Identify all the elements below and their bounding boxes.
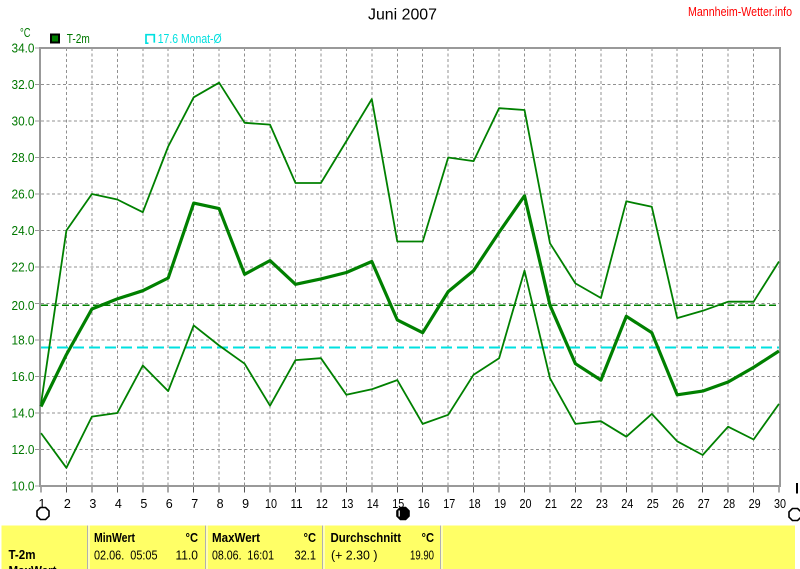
- svg-text:26.0: 26.0: [12, 188, 35, 202]
- svg-text:24.0: 24.0: [12, 224, 35, 238]
- svg-text:30.0: 30.0: [12, 115, 35, 129]
- svg-text:23: 23: [596, 497, 608, 511]
- svg-text:21: 21: [545, 497, 557, 511]
- svg-text:14.0: 14.0: [12, 407, 35, 421]
- svg-text:8: 8: [217, 497, 224, 511]
- svg-text:20: 20: [520, 497, 532, 511]
- svg-text:16.0: 16.0: [12, 370, 35, 384]
- svg-text:11.0: 11.0: [176, 549, 199, 563]
- svg-text:20.0: 20.0: [12, 299, 35, 313]
- svg-text:32.0: 32.0: [12, 78, 35, 92]
- svg-text:MaxWert: MaxWert: [212, 531, 261, 545]
- svg-text:T-2m: T-2m: [67, 31, 90, 46]
- svg-text:32.1: 32.1: [295, 549, 317, 563]
- svg-text:Durchschnitt: Durchschnitt: [331, 531, 402, 545]
- svg-text:30: 30: [774, 497, 786, 511]
- svg-text:4: 4: [115, 497, 122, 511]
- svg-text:22: 22: [570, 497, 582, 511]
- svg-text:5: 5: [140, 497, 147, 511]
- svg-text:°C: °C: [20, 25, 31, 40]
- svg-text:Juni 2007: Juni 2007: [368, 7, 437, 24]
- svg-text:16: 16: [418, 497, 430, 511]
- svg-text:17.6 Monat-Ø: 17.6 Monat-Ø: [158, 31, 222, 46]
- svg-text:10.0: 10.0: [12, 480, 35, 494]
- svg-text:28.0: 28.0: [12, 151, 35, 165]
- svg-text:7: 7: [191, 497, 198, 511]
- svg-text:°C: °C: [422, 531, 435, 545]
- svg-text:25: 25: [647, 497, 659, 511]
- svg-text:26: 26: [672, 497, 684, 511]
- svg-text:13: 13: [341, 497, 353, 511]
- svg-text:18.0: 18.0: [12, 334, 35, 348]
- svg-text:12: 12: [316, 497, 328, 511]
- svg-text:°C: °C: [186, 531, 199, 545]
- svg-text:(+ 2.30 ): (+ 2.30 ): [331, 549, 378, 563]
- svg-text:MaxWert: MaxWert: [9, 564, 58, 569]
- svg-text:27: 27: [698, 497, 710, 511]
- svg-text:19: 19: [494, 497, 506, 511]
- svg-text:34.0: 34.0: [12, 42, 35, 56]
- svg-text:12.0: 12.0: [12, 443, 35, 457]
- svg-text:24: 24: [621, 497, 633, 511]
- svg-text:MinWert: MinWert: [94, 531, 136, 545]
- svg-text:6: 6: [166, 497, 173, 511]
- svg-text:1: 1: [39, 497, 46, 511]
- svg-text:9: 9: [242, 497, 249, 511]
- svg-text:17: 17: [443, 497, 455, 511]
- svg-text:28: 28: [723, 497, 735, 511]
- svg-text:18: 18: [469, 497, 481, 511]
- svg-text:Mannheim-Wetter.info: Mannheim-Wetter.info: [688, 5, 792, 19]
- svg-text:°C: °C: [304, 531, 317, 545]
- svg-text:22.0: 22.0: [12, 261, 35, 275]
- svg-text:10: 10: [265, 497, 277, 511]
- svg-text:08.06. 16:01: 08.06. 16:01: [212, 549, 274, 563]
- svg-text:2: 2: [64, 497, 71, 511]
- svg-text:19.90: 19.90: [410, 549, 434, 563]
- svg-text:02.06. 05:05: 02.06. 05:05: [94, 549, 158, 563]
- svg-text:T-2m: T-2m: [9, 548, 36, 562]
- svg-text:14: 14: [367, 497, 379, 511]
- svg-text:3: 3: [89, 497, 96, 511]
- svg-text:11: 11: [291, 497, 303, 511]
- svg-text:29: 29: [749, 497, 761, 511]
